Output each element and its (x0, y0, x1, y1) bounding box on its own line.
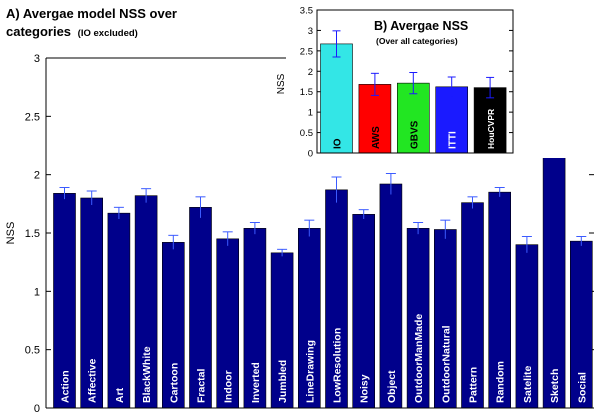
main-category-label: Affective (87, 358, 99, 403)
inset-bar (473, 87, 507, 154)
inset-category-label: ITTI (448, 131, 459, 149)
inset-y-tick-label: 3 (308, 26, 313, 37)
inset-category-label: HouCVPR (486, 109, 496, 149)
main-category-label: LowResolution (332, 328, 344, 403)
main-category-label: Random (495, 361, 507, 403)
inset-y-tick-label: 1.5 (300, 87, 313, 98)
inset-y-axis-label: NSS (276, 73, 287, 94)
main-category-label: Satelite (522, 365, 534, 403)
main-title-line2: categories (IO excluded) (6, 24, 138, 39)
main-category-label: Jumbled (277, 360, 289, 403)
main-y-tick-label: 2 (34, 170, 40, 182)
main-title-subtitle: (IO excluded) (78, 28, 138, 39)
inset-y-tick-label: 3.5 (300, 6, 313, 17)
main-y-tick-label: 0.5 (25, 345, 40, 357)
inset-subtitle: (Over all categories) (376, 36, 458, 46)
main-category-labels: Action Affective Art BlackWhite Cartoon Fract… (60, 314, 589, 403)
main-title: A) Avergae model NSS over (6, 6, 177, 21)
main-category-label: Inverted (250, 362, 262, 403)
main-y-tick-label: 2.5 (25, 111, 40, 123)
main-category-label: Sketch (549, 369, 561, 403)
main-category-label: Cartoon (168, 363, 180, 403)
inset-y-ticks: 0 0.5 1 1.5 2 2.5 3 3.5 (300, 6, 513, 160)
main-category-label: Indoor (223, 370, 235, 403)
inset-category-label: GBVS (409, 120, 420, 149)
main-bar (107, 212, 131, 409)
main-category-label: LineDrawing (304, 340, 316, 403)
inset-bar (320, 43, 353, 154)
inset-category-label: IO (333, 138, 344, 149)
main-y-tick-label: 1 (34, 286, 40, 298)
main-y-axis-label: NSS (5, 222, 17, 245)
inset-bar (435, 86, 469, 154)
main-y-tick-label: 0 (34, 403, 40, 413)
main-category-label: Object (386, 370, 398, 403)
main-bars (53, 121, 593, 409)
main-category-label: Pattern (468, 367, 480, 403)
main-title-categories: categories (6, 24, 71, 39)
inset-title: B) Avergae NSS (374, 19, 468, 33)
inset-category-labels: IO AWS GBVS ITTI HouCVPR (333, 109, 497, 149)
main-category-label: Noisy (359, 374, 371, 403)
inset-frame (316, 9, 514, 154)
main-category-label: Action (60, 370, 72, 403)
main-y-tick-label: 3 (34, 53, 40, 65)
main-category-label: Social (576, 372, 588, 403)
inset-y-tick-label: 2.5 (300, 46, 313, 57)
main-category-label: BlackWhite (141, 346, 153, 403)
inset-error-bars (332, 30, 495, 99)
main-category-label: Art (114, 387, 126, 403)
inset-y-tick-label: 2 (308, 67, 313, 78)
main-category-label: OutdoorNatural (440, 325, 452, 403)
main-category-label: Fractal (196, 368, 208, 403)
inset-y-tick-label: 0 (308, 149, 313, 160)
inset-y-tick-label: 1 (308, 108, 313, 119)
main-bar (542, 121, 566, 409)
inset-category-label: AWS (371, 126, 382, 149)
inset-y-tick-label: 0.5 (300, 128, 313, 139)
main-category-label: OutdoorManMade (413, 314, 425, 403)
inset-bar (396, 82, 430, 154)
main-y-tick-label: 1.5 (25, 228, 40, 240)
